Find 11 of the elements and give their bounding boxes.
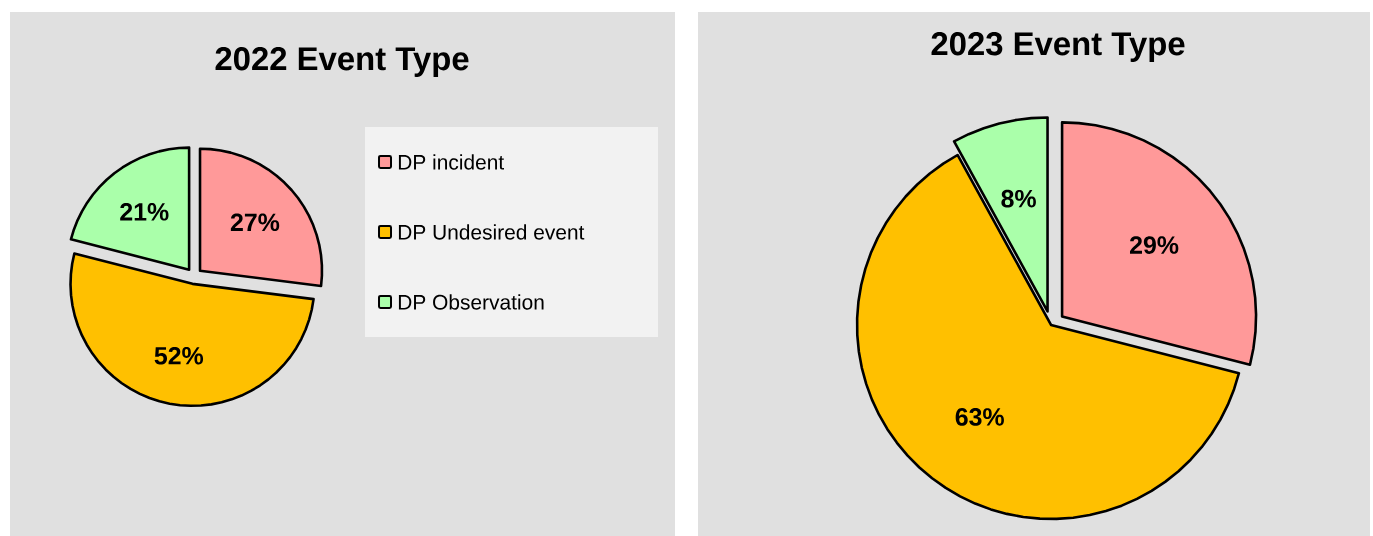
legend-label: DP Observation: [398, 294, 544, 310]
legend-label: DP Undesired event: [398, 224, 585, 240]
data-label: 8%: [1001, 189, 1036, 208]
data-label: 63%: [955, 408, 1004, 426]
data-label: 29%: [1129, 236, 1179, 254]
legend-label: DP incident: [398, 154, 504, 170]
data-label: 52%: [154, 346, 204, 365]
data-label: 21%: [120, 203, 169, 221]
chart-title: 2022 Event Type: [215, 47, 469, 77]
data-label: 27%: [230, 213, 280, 232]
chart-title: 2023 Event Type: [931, 32, 1185, 62]
